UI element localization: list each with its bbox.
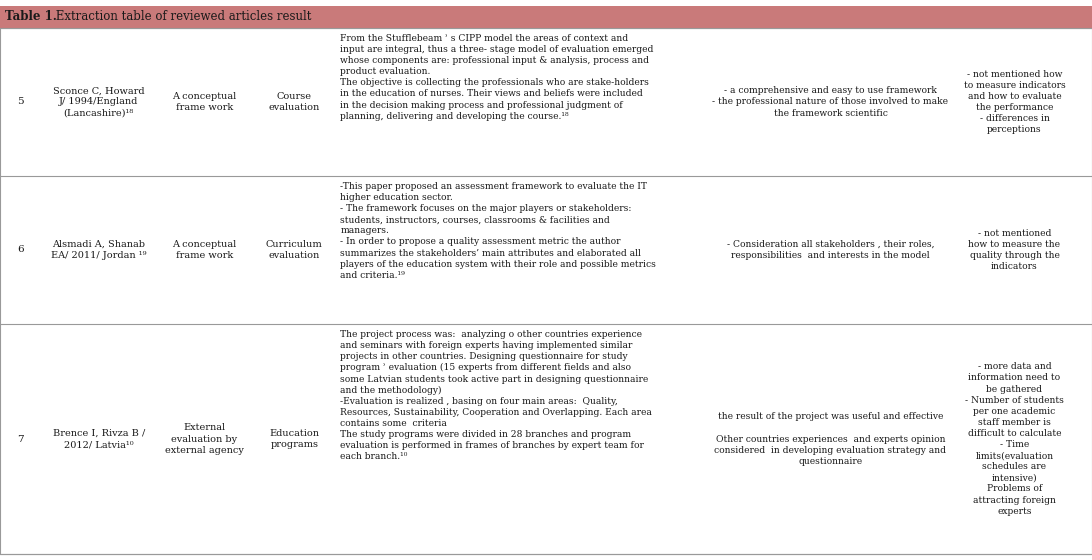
Text: From the Stufflebeam ʾ s CIPP model the areas of context and
input are integral,: From the Stufflebeam ʾ s CIPP model the … [341,34,654,121]
Text: - not mentioned how
to measure indicators
and how to evaluate
the performance
- : - not mentioned how to measure indicator… [963,70,1066,134]
Text: A conceptual
frame work: A conceptual frame work [173,240,236,260]
Text: Brence I, Rivza B /
2012/ Latvia¹⁰: Brence I, Rivza B / 2012/ Latvia¹⁰ [52,429,145,449]
Text: the result of the project was useful and effective

Other countries experiences : the result of the project was useful and… [714,412,947,466]
Text: The project process was:  analyzing o other countries experience
and seminars wi: The project process was: analyzing o oth… [341,330,652,461]
Text: Table 1.: Table 1. [5,11,57,24]
Text: Course
evaluation: Course evaluation [269,92,320,112]
Text: External
evaluation by
external agency: External evaluation by external agency [165,423,244,455]
Text: 5: 5 [17,97,24,106]
Bar [0,6,1092,28]
Text: - Consideration all stakeholders , their roles,
responsibilities  and interests : - Consideration all stakeholders , their… [726,240,935,260]
Text: Sconce C, Howard
J/ 1994/England
(Lancashire)¹⁸: Sconce C, Howard J/ 1994/England (Lancas… [54,86,144,118]
Text: - a comprehensive and easy to use framework
- the professional nature of those i: - a comprehensive and easy to use framew… [712,86,949,118]
Text: Education
programs: Education programs [270,429,319,449]
Text: Alsmadi A, Shanab
EA/ 2011/ Jordan ¹⁹: Alsmadi A, Shanab EA/ 2011/ Jordan ¹⁹ [51,240,146,260]
Text: 6: 6 [17,245,24,254]
Text: 7: 7 [17,435,24,444]
Text: - more data and
information need to
be gathered
- Number of students
per one aca: - more data and information need to be g… [965,362,1064,516]
Text: A conceptual
frame work: A conceptual frame work [173,92,236,112]
Text: Extraction table of reviewed articles result: Extraction table of reviewed articles re… [52,11,311,24]
Text: Curriculum
evaluation: Curriculum evaluation [266,240,322,260]
Text: - not mentioned
how to measure the
quality through the
indicators: - not mentioned how to measure the quali… [969,229,1060,271]
Text: -This paper proposed an assessment framework to evaluate the IT
higher education: -This paper proposed an assessment frame… [341,182,656,280]
